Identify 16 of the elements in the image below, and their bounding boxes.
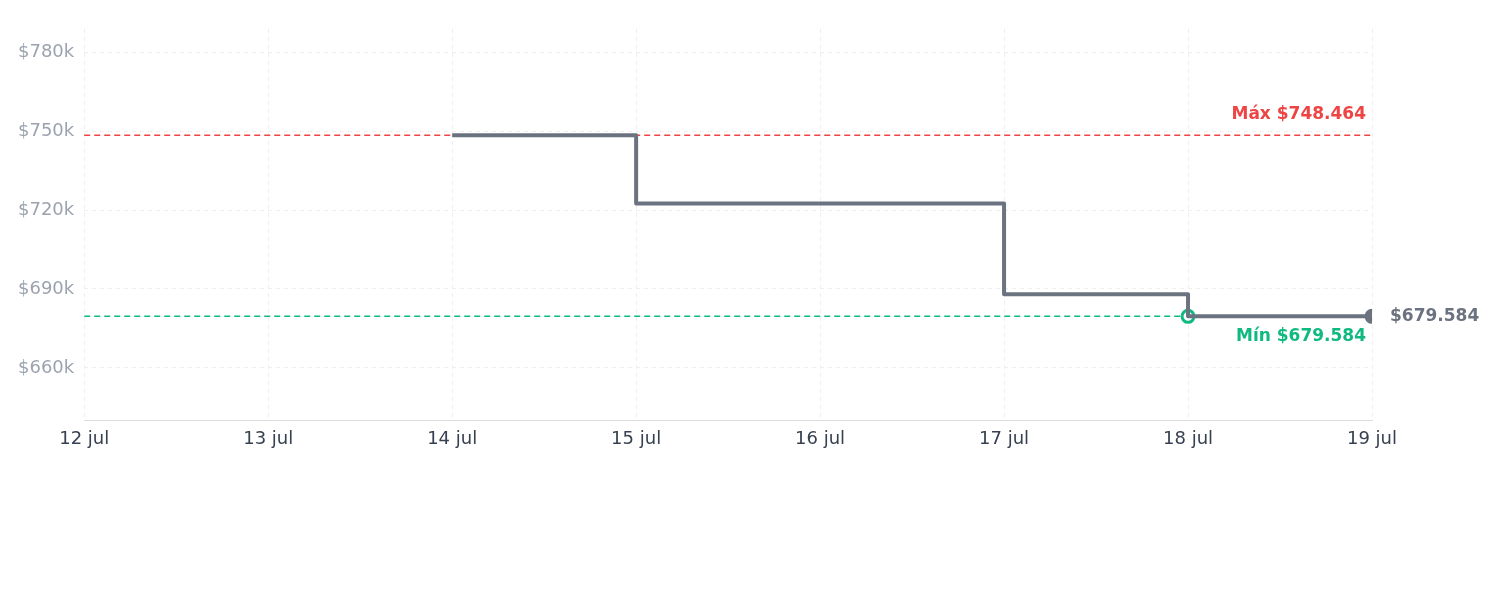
x-tick-label: 16 jul <box>795 426 846 448</box>
x-tick-label: 18 jul <box>1163 426 1214 448</box>
x-tick-label: 12 jul <box>59 426 110 448</box>
y-tick-label: $660k <box>18 355 75 377</box>
x-tick-label: 19 jul <box>1346 426 1398 448</box>
y-tick-label: $690k <box>18 276 75 298</box>
y-tick-label: $750k <box>18 118 75 140</box>
ref-line-label: Máx $748.464 <box>1231 103 1367 124</box>
x-tick-label: 13 jul <box>243 426 294 448</box>
ref-line-label: Mín $679.584 <box>1235 325 1367 346</box>
y-tick-label: $720k <box>18 197 75 219</box>
x-tick-label: 14 jul <box>427 426 478 448</box>
y-tick-label: $780k <box>18 40 75 62</box>
x-tick-label: 15 jul <box>611 426 662 448</box>
x-tick-label: 17 jul <box>979 426 1030 448</box>
annotation: $679.584 <box>1390 304 1480 325</box>
